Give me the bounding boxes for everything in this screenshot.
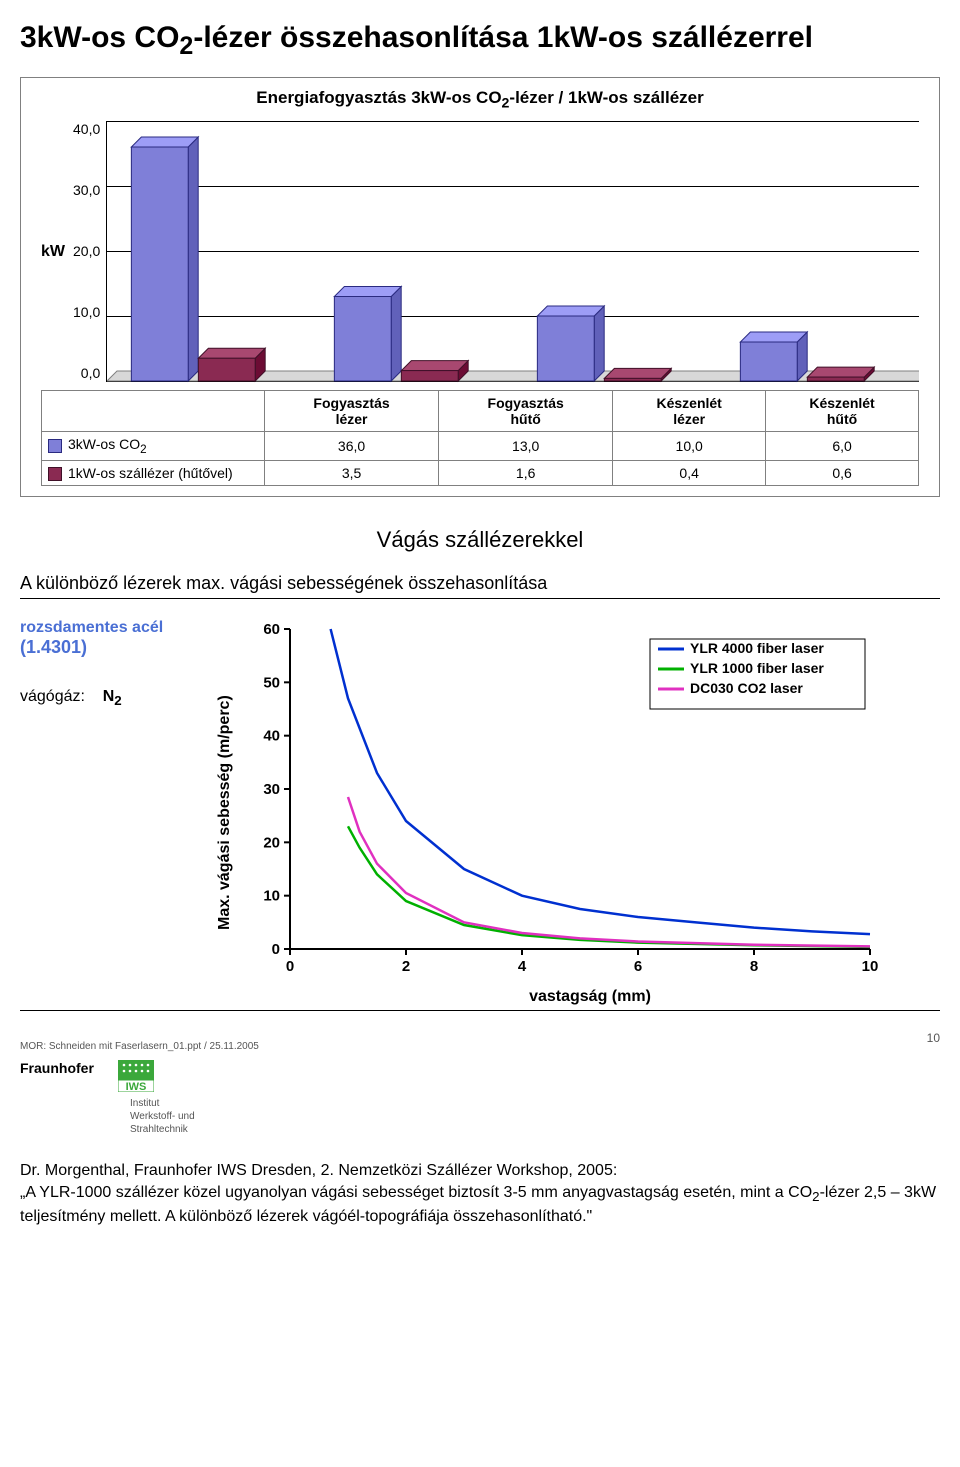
line-series [348,827,870,948]
bar-chart-yaxis: 40,0 30,0 20,0 10,0 0,0 [73,121,106,381]
section2-subheading: A különböző lézerek max. vágási sebesség… [20,573,940,594]
line-chart-xlabel: vastagság (mm) [240,988,940,1006]
bar [199,359,256,382]
table-header: Fogyasztáshűtő [439,391,613,432]
line-chart-ylabel: Max. vágási sebesség (m/perc) [210,619,240,1006]
svg-text:10: 10 [862,958,879,975]
svg-text:IWS: IWS [126,1081,147,1092]
bar-ytick: 0,0 [81,365,100,381]
svg-text:40: 40 [263,728,280,745]
line-chart-leftcol: rozsdamentes acél (1.4301) vágógáz: N2 [20,619,210,1006]
table-cell: 13,0 [439,432,613,461]
bar [402,371,459,381]
table-cell: 1,6 [439,461,613,486]
citation-paragraph: Dr. Morgenthal, Fraunhofer IWS Dresden, … [20,1160,940,1227]
bar-svg [107,121,919,391]
line-series [348,797,870,946]
bar [538,316,595,381]
bar-ytick: 30,0 [73,182,100,198]
table-header: Fogyasztáslézer [265,391,439,432]
bar-chart-title: Energiafogyasztás 3kW-os CO2-lézer / 1kW… [41,88,919,111]
bar [605,379,662,382]
legend-item: DC030 CO2 laser [690,680,803,696]
material-number: (1.4301) [20,637,210,658]
bar-ytick: 40,0 [73,121,100,137]
gas-label: vágógáz: [20,688,85,705]
table-cell: 6,0 [766,432,919,461]
legend-item: YLR 4000 fiber laser [690,640,824,656]
gas-value: N2 [103,688,122,705]
table-header: Készenléthűtő [766,391,919,432]
footer-credits: MOR: Schneiden mit Faserlasern_01.ppt / … [20,1041,259,1052]
svg-text:4: 4 [518,958,527,975]
bar-ytick: 20,0 [73,243,100,259]
section2-divider [20,598,940,599]
table-header: Készenlétlézer [613,391,766,432]
table-cell: 3,5 [265,461,439,486]
svg-text:0: 0 [286,958,294,975]
svg-text:60: 60 [263,621,280,638]
table-cell: 10,0 [613,432,766,461]
bar-chart-ylabel: kW [41,243,65,261]
svg-text:8: 8 [750,958,758,975]
bar-chart-plot [106,121,919,382]
bar-ytick: 10,0 [73,304,100,320]
line-chart-plot: 0 10 20 30 40 50 60 0 2 4 6 8 10 YLR 4000 fiber laser… [240,619,880,979]
bar [335,297,392,382]
table-cell: 0,4 [613,461,766,486]
fraunhofer-label: Fraunhofer [20,1060,94,1076]
svg-text:0: 0 [272,941,280,958]
section2-divider-bottom [20,1010,940,1011]
table-cell: 0,6 [766,461,919,486]
bar-chart-frame: Energiafogyasztás 3kW-os CO2-lézer / 1kW… [20,77,940,497]
institute-lines: InstitutWerkstoff- undStrahltechnik [130,1097,259,1136]
legend-swatch-icon [48,439,62,453]
svg-text:30: 30 [263,781,280,798]
bar-chart-data-table: FogyasztáslézerFogyasztáshűtőKészenlétlé… [41,390,919,486]
svg-text:50: 50 [263,675,280,692]
table-row: 1kW-os szállézer (hűtővel)3,51,60,40,6 [42,461,919,486]
iws-logo-icon: IWS [118,1060,154,1097]
table-row: 3kW-os CO236,013,010,06,0 [42,432,919,461]
svg-text:10: 10 [263,888,280,905]
table-cell: 36,0 [265,432,439,461]
bar [132,147,189,381]
legend-swatch-icon [48,467,62,481]
page-title: 3kW-os CO2-lézer összehasonlítása 1kW-os… [20,20,940,61]
section2-heading: Vágás szállézerekkel [20,527,940,553]
material-label: rozsdamentes acél [20,619,210,637]
svg-text:20: 20 [263,835,280,852]
legend-item: YLR 1000 fiber laser [690,660,824,676]
svg-text:2: 2 [402,958,410,975]
bar [808,377,865,381]
citation-quote: „A YLR-1000 szállézer közel ugyanolyan v… [20,1184,936,1225]
bar [741,342,798,381]
page-number: 10 [927,1031,940,1045]
svg-text:6: 6 [634,958,642,975]
citation-author: Dr. Morgenthal, Fraunhofer IWS Dresden, … [20,1162,617,1179]
